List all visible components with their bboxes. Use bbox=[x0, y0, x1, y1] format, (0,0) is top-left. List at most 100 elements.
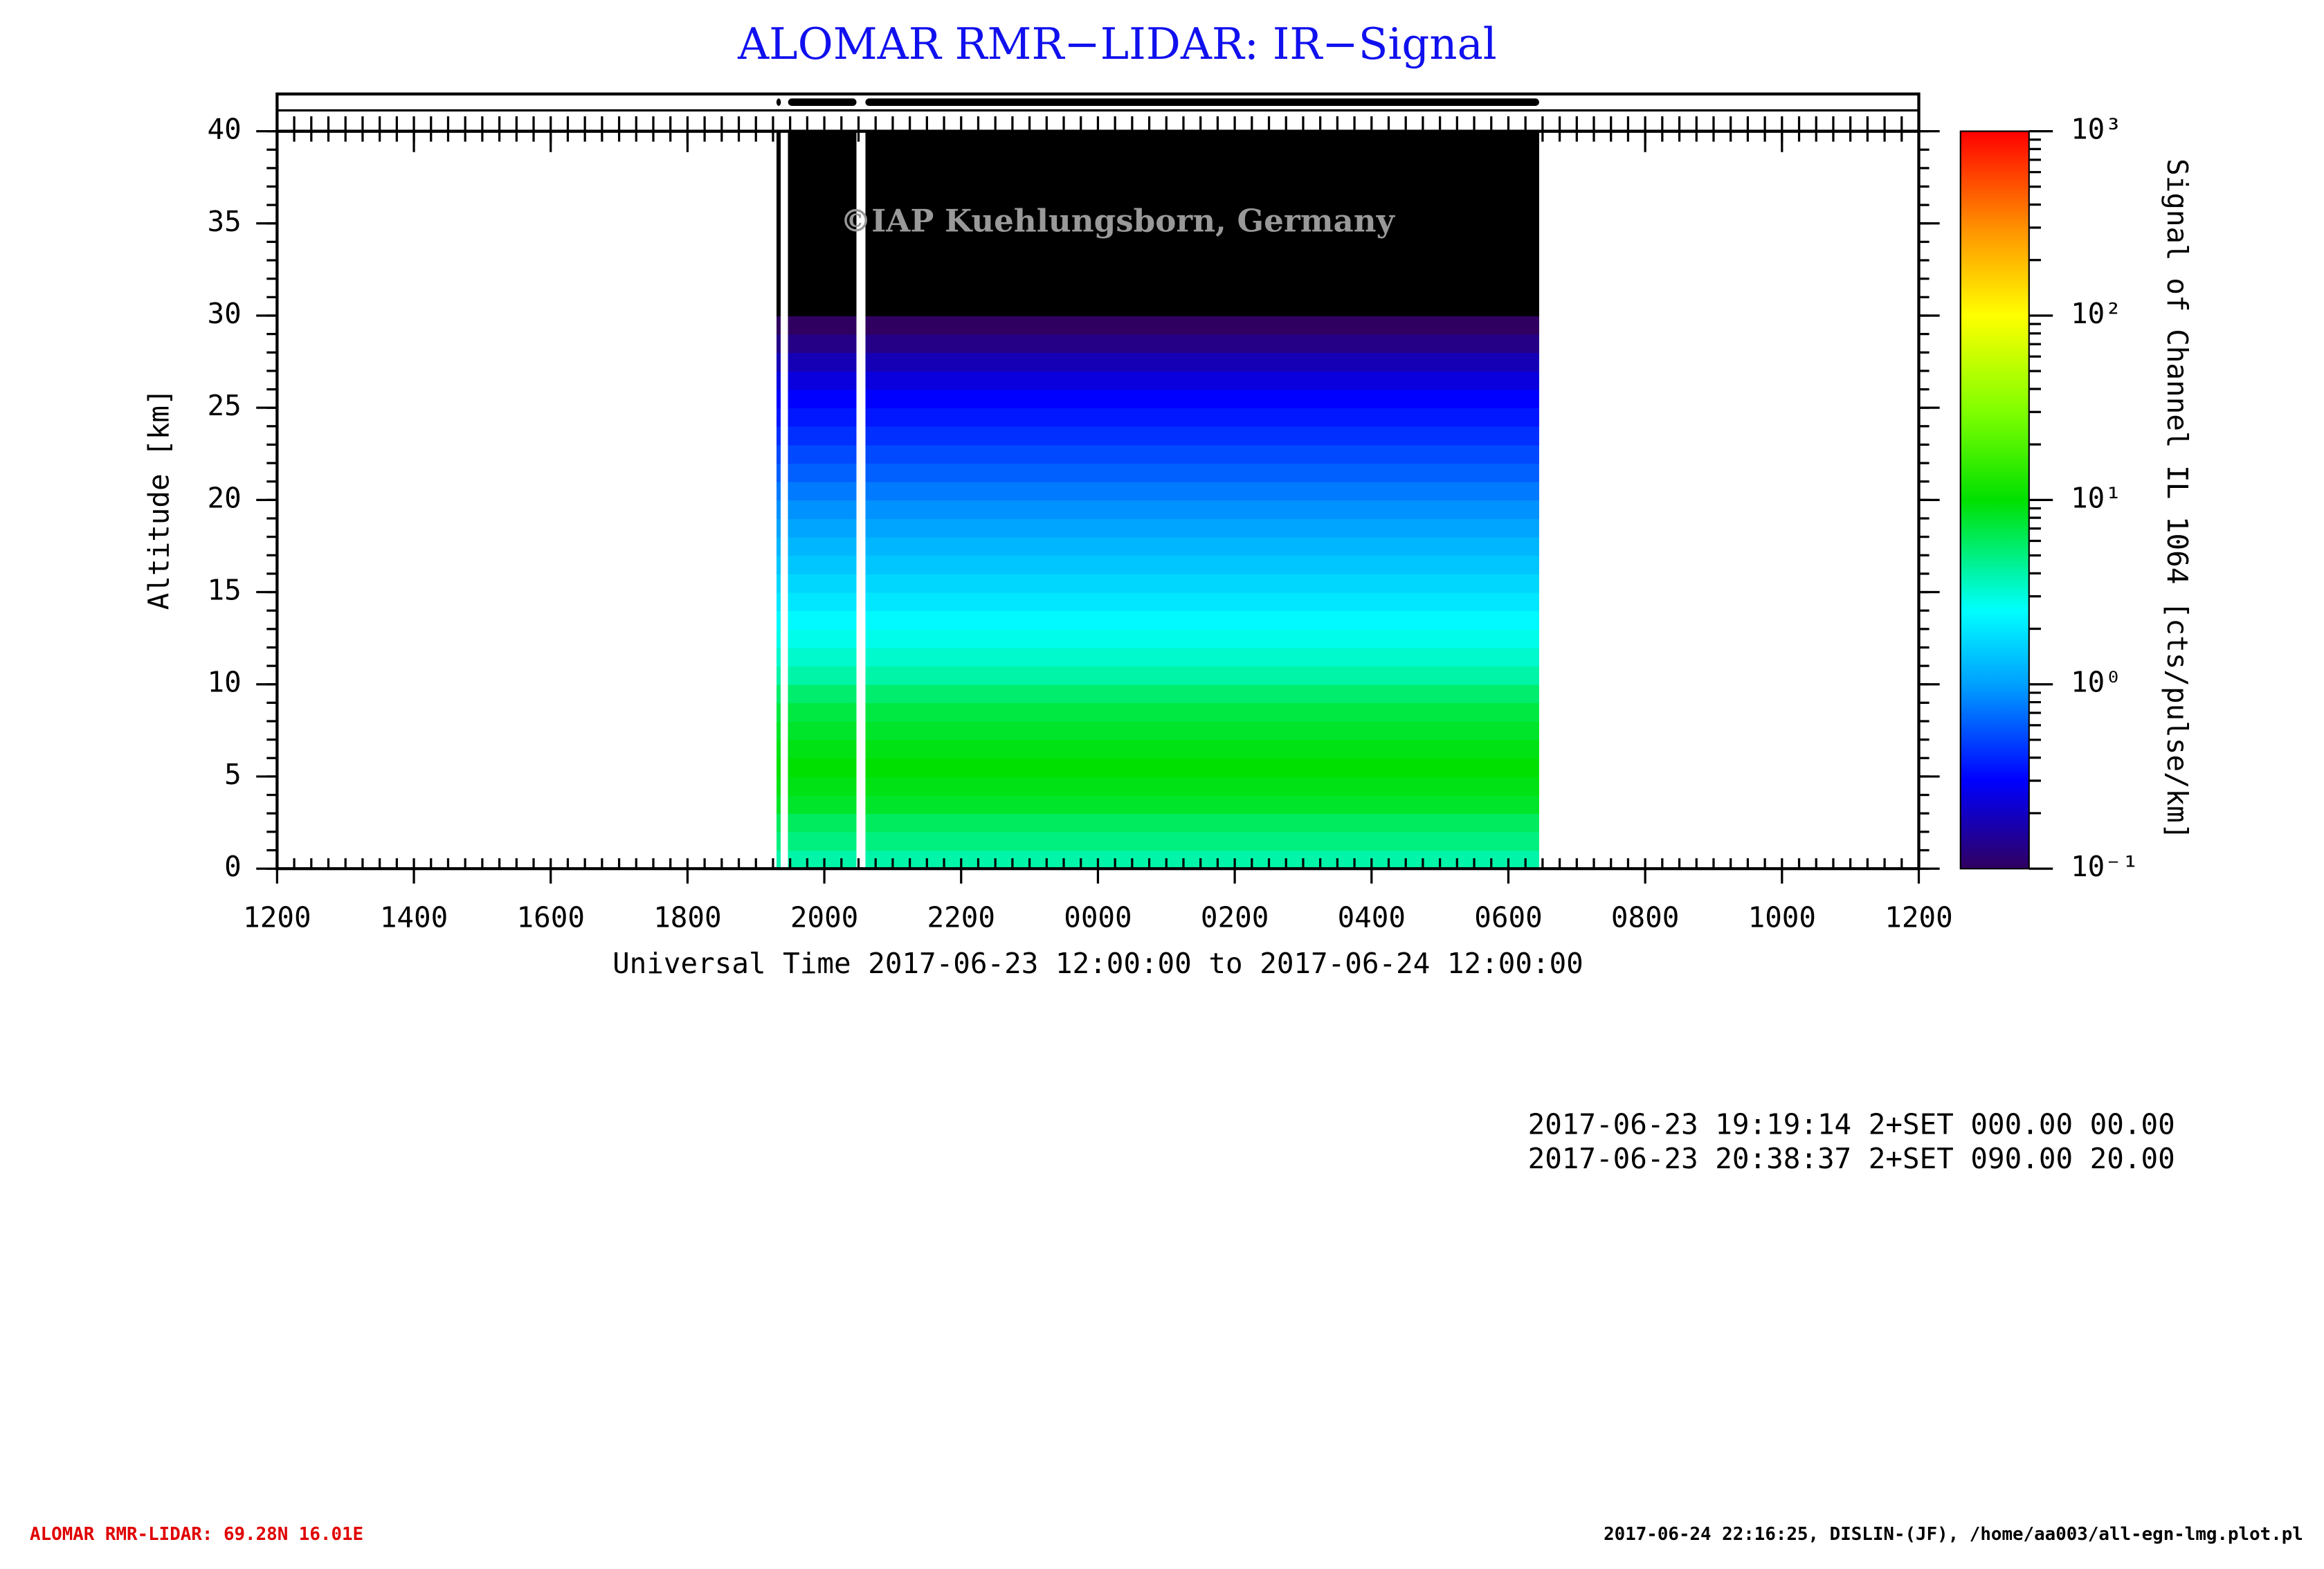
cell bbox=[865, 370, 1539, 390]
cell bbox=[776, 352, 781, 372]
cell bbox=[776, 242, 781, 261]
cell bbox=[865, 610, 1539, 630]
chart-title: ALOMAR RMR−LIDAR: IR−Signal bbox=[737, 19, 1497, 69]
x-tick-label: 1800 bbox=[653, 900, 721, 934]
cell bbox=[865, 408, 1539, 427]
colorbar-tick-label: 10¹ bbox=[2071, 481, 2122, 514]
cell bbox=[865, 315, 1539, 335]
coverage-bar bbox=[865, 98, 1539, 107]
x-tick-label: 0000 bbox=[1064, 900, 1132, 934]
cell bbox=[776, 666, 781, 685]
colorbar-label: Signal of Channel IL 1064 [cts/pulse/km] bbox=[2161, 158, 2194, 840]
cell bbox=[776, 389, 781, 409]
cell bbox=[788, 758, 857, 777]
cell bbox=[776, 315, 781, 335]
heatmap bbox=[776, 131, 1539, 869]
y-axis-label: Altitude [km] bbox=[142, 388, 175, 610]
cell bbox=[788, 481, 857, 501]
cell bbox=[865, 850, 1539, 869]
cell bbox=[788, 831, 857, 851]
cell bbox=[865, 463, 1539, 482]
cell bbox=[865, 573, 1539, 593]
colorbar-tick-label: 10² bbox=[2071, 297, 2122, 330]
y-tick-label: 0 bbox=[224, 850, 242, 883]
cell bbox=[865, 260, 1539, 280]
cell bbox=[776, 850, 781, 869]
cell bbox=[788, 666, 857, 685]
cell bbox=[865, 555, 1539, 574]
cell bbox=[788, 776, 857, 796]
cell bbox=[776, 739, 781, 759]
cell bbox=[788, 555, 857, 574]
cell bbox=[788, 500, 857, 519]
cell bbox=[776, 463, 781, 482]
cell bbox=[788, 795, 857, 815]
cell bbox=[776, 555, 781, 574]
x-tick-label: 1200 bbox=[1885, 900, 1952, 934]
cell bbox=[788, 536, 857, 556]
cell bbox=[788, 721, 857, 741]
cell bbox=[788, 167, 857, 188]
x-tick-label: 1600 bbox=[517, 900, 585, 934]
cell bbox=[776, 647, 781, 666]
cell bbox=[776, 223, 781, 243]
x-tick-label: 0800 bbox=[1611, 900, 1679, 934]
cell bbox=[776, 370, 781, 390]
x-tick-label: 1000 bbox=[1748, 900, 1816, 934]
watermark: ©IAP Kuehlungsborn, Germany bbox=[840, 203, 1396, 239]
cell bbox=[776, 149, 781, 169]
cell bbox=[788, 850, 857, 869]
x-tick-label: 0400 bbox=[1338, 900, 1406, 934]
colorbar bbox=[1959, 130, 2030, 870]
cell bbox=[865, 518, 1539, 538]
cell bbox=[865, 131, 1539, 151]
cell bbox=[776, 444, 781, 464]
cell bbox=[865, 721, 1539, 741]
cell bbox=[865, 831, 1539, 851]
cell bbox=[776, 592, 781, 612]
cell bbox=[865, 666, 1539, 685]
y-tick-label: 35 bbox=[207, 205, 241, 238]
cell bbox=[788, 149, 857, 169]
x-axis-label: Universal Time 2017-06-23 12:00:00 to 20… bbox=[612, 947, 1583, 980]
cell bbox=[865, 647, 1539, 666]
cell bbox=[865, 702, 1539, 722]
cell bbox=[865, 426, 1539, 446]
y-tick-label: 20 bbox=[207, 481, 241, 514]
cell bbox=[788, 260, 857, 280]
y-tick-label: 15 bbox=[207, 574, 241, 607]
footer-left: ALOMAR RMR-LIDAR: 69.28N 16.01E bbox=[30, 1524, 363, 1545]
cell bbox=[776, 813, 781, 833]
cell bbox=[788, 684, 857, 704]
cell bbox=[776, 408, 781, 427]
cell bbox=[788, 610, 857, 630]
cell bbox=[788, 205, 857, 224]
cell bbox=[776, 131, 781, 151]
cell bbox=[865, 536, 1539, 556]
cell bbox=[788, 370, 857, 390]
cell bbox=[776, 278, 781, 298]
cell bbox=[865, 592, 1539, 612]
cell bbox=[776, 481, 781, 501]
cell bbox=[865, 149, 1539, 169]
cell bbox=[865, 739, 1539, 759]
y-tick-label: 5 bbox=[224, 758, 242, 791]
cell bbox=[788, 573, 857, 593]
cell bbox=[788, 647, 857, 666]
cell bbox=[788, 315, 857, 335]
x-tick-label: 0600 bbox=[1474, 900, 1542, 934]
cell bbox=[865, 684, 1539, 704]
cell bbox=[788, 463, 857, 482]
cell bbox=[865, 223, 1539, 243]
cell bbox=[776, 186, 781, 206]
cell bbox=[776, 610, 781, 630]
cell bbox=[865, 628, 1539, 649]
x-tick-label: 1200 bbox=[243, 900, 311, 934]
colorbar-tick-label: 10⁰ bbox=[2071, 666, 2122, 699]
cell bbox=[788, 131, 857, 151]
cell bbox=[865, 444, 1539, 464]
cell bbox=[788, 352, 857, 372]
y-tick-label: 40 bbox=[207, 113, 241, 146]
cell bbox=[788, 628, 857, 649]
